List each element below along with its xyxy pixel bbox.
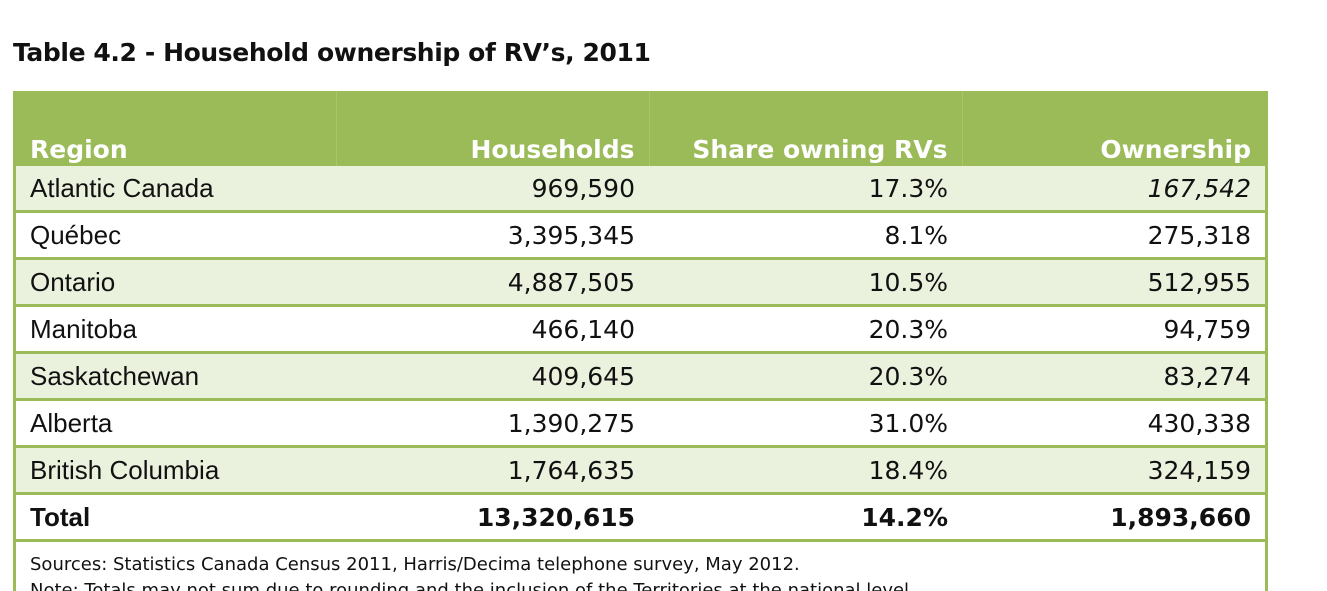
region-cell: Alberta (16, 399, 336, 448)
households-cell: 969,590 (336, 166, 649, 213)
ownership-cell: 324,159 (962, 446, 1265, 495)
table-row: British Columbia 1,764,635 18.4% 324,159 (16, 446, 1265, 495)
total-row: Total 13,320,615 14.2% 1,893,660 (16, 493, 1265, 542)
header-share: Share owning RVs (648, 91, 962, 166)
share-cell: 17.3% (649, 166, 962, 213)
region-cell: Manitoba (16, 305, 336, 354)
households-cell: 1,390,275 (336, 399, 649, 448)
total-share: 14.2% (649, 493, 962, 542)
header-ownership: Ownership (961, 91, 1265, 166)
share-cell: 31.0% (649, 399, 962, 448)
table-footnotes: Sources: Statistics Canada Census 2011, … (16, 542, 1265, 591)
households-cell: 4,887,505 (336, 258, 649, 307)
header-region: Region (16, 91, 336, 166)
ownership-cell: 275,318 (962, 211, 1265, 260)
households-cell: 466,140 (336, 305, 649, 354)
region-cell: British Columbia (16, 446, 336, 495)
header-households: Households (335, 91, 649, 166)
table-row: Atlantic Canada 969,590 17.3% 167,542 (16, 166, 1265, 213)
ownership-cell: 167,542 (962, 166, 1265, 213)
share-cell: 20.3% (649, 305, 962, 354)
totals-note: Note: Totals may not sum due to rounding… (30, 580, 915, 591)
total-label: Total (16, 493, 336, 542)
share-cell: 18.4% (649, 446, 962, 495)
region-cell: Atlantic Canada (16, 166, 336, 213)
region-cell: Ontario (16, 258, 336, 307)
ownership-cell: 430,338 (962, 399, 1265, 448)
table-row: Québec 3,395,345 8.1% 275,318 (16, 211, 1265, 260)
households-cell: 1,764,635 (336, 446, 649, 495)
region-cell: Saskatchewan (16, 352, 336, 401)
households-cell: 409,645 (336, 352, 649, 401)
total-ownership: 1,893,660 (962, 493, 1265, 542)
share-cell: 8.1% (649, 211, 962, 260)
table-row: Alberta 1,390,275 31.0% 430,338 (16, 399, 1265, 448)
households-cell: 3,395,345 (336, 211, 649, 260)
share-cell: 10.5% (649, 258, 962, 307)
share-cell: 20.3% (649, 352, 962, 401)
table-frame: Region Households Share owning RVs Owner… (13, 91, 1268, 591)
table-row: Ontario 4,887,505 10.5% 512,955 (16, 258, 1265, 307)
table-title: Table 4.2 - Household ownership of RV’s,… (13, 38, 651, 67)
sources-note: Sources: Statistics Canada Census 2011, … (30, 554, 800, 575)
rv-ownership-table: Region Households Share owning RVs Owner… (16, 91, 1265, 542)
region-cell: Québec (16, 211, 336, 260)
ownership-cell: 83,274 (962, 352, 1265, 401)
header-row: Region Households Share owning RVs Owner… (16, 91, 1265, 166)
total-households: 13,320,615 (336, 493, 649, 542)
ownership-cell: 512,955 (962, 258, 1265, 307)
table-row: Manitoba 466,140 20.3% 94,759 (16, 305, 1265, 354)
table-row: Saskatchewan 409,645 20.3% 83,274 (16, 352, 1265, 401)
ownership-cell: 94,759 (962, 305, 1265, 354)
